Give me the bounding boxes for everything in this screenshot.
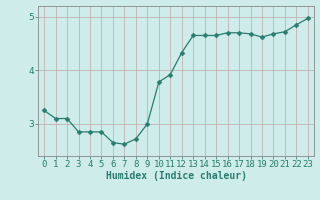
X-axis label: Humidex (Indice chaleur): Humidex (Indice chaleur): [106, 171, 246, 181]
